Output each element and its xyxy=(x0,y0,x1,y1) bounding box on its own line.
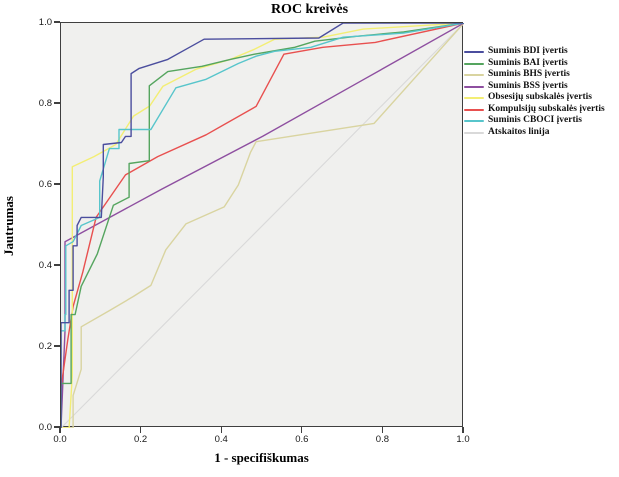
legend-item: Suminis CBOCI įvertis xyxy=(464,115,618,126)
x-tick-mark xyxy=(462,427,464,433)
legend-swatch-icon xyxy=(464,120,484,122)
legend-item-label: Suminis CBOCI įvertis xyxy=(488,115,582,125)
legend-swatch-icon xyxy=(464,131,484,134)
x-tick-label: 0.0 xyxy=(53,434,67,445)
x-tick-label: 0.2 xyxy=(133,434,148,445)
x-tick-mark xyxy=(381,427,384,433)
legend-item: Suminis BHS įvertis xyxy=(464,69,618,80)
y-axis-label: Jautrumas xyxy=(1,196,16,256)
legend-item-label: Suminis BDI įvertis xyxy=(488,46,568,56)
roc-curve xyxy=(61,23,464,428)
legend-item: Kompulsijų subskalės įvertis xyxy=(464,104,618,115)
y-tick-label: 1.0 xyxy=(38,16,52,28)
y-tick-mark xyxy=(54,426,60,428)
plot-area xyxy=(60,22,464,428)
roc-curve xyxy=(61,23,464,428)
x-axis-label: 1 - specifiškumas xyxy=(214,450,309,465)
roc-curve xyxy=(61,23,464,428)
y-tick-label: 0.6 xyxy=(38,178,52,190)
legend-swatch-icon xyxy=(464,85,484,88)
legend-swatch-icon xyxy=(464,108,484,111)
legend: Suminis BDI įvertis Suminis BAI įvertis Su… xyxy=(464,46,618,138)
y-tick-mark xyxy=(54,21,60,23)
legend-item-label: Suminis BAI įvertis xyxy=(488,57,568,68)
legend-swatch-icon xyxy=(464,97,484,99)
legend-item-label: Suminis BSS įvertis xyxy=(488,80,568,91)
legend-item-label: Obsesijų subskalės įvertis xyxy=(488,92,592,102)
roc-curves-svg xyxy=(61,23,464,428)
roc-curve xyxy=(61,23,464,428)
legend-item: Obsesijų subskalės įvertis xyxy=(464,92,618,103)
x-tick-mark xyxy=(139,427,142,433)
legend-item: Suminis BDI įvertis xyxy=(464,46,618,57)
roc-curve xyxy=(61,23,464,428)
y-tick-mark xyxy=(54,264,60,266)
x-tick-label: 1.0 xyxy=(456,434,470,445)
y-tick-mark xyxy=(54,345,60,347)
x-tick-label: 0.8 xyxy=(375,434,389,445)
legend-swatch-icon xyxy=(464,51,484,53)
y-tick-label: 0.8 xyxy=(38,97,52,109)
legend-swatch-icon xyxy=(464,62,484,65)
legend-item: Suminis BAI įvertis xyxy=(464,58,618,69)
legend-item-label: Kompulsijų subskalės įvertis xyxy=(488,103,605,114)
legend-item: Suminis BSS įvertis xyxy=(464,81,618,92)
x-tick-label: 0.4 xyxy=(214,434,228,445)
y-tick-label: 0.4 xyxy=(38,259,52,271)
x-tick-label: 0.6 xyxy=(295,434,309,445)
chart-title: ROC kreivės xyxy=(270,2,349,17)
x-tick-mark xyxy=(301,427,303,433)
y-tick-mark xyxy=(54,102,60,104)
x-tick-mark xyxy=(59,427,61,433)
roc-curve xyxy=(61,23,464,428)
legend-swatch-icon xyxy=(464,74,484,76)
x-tick-mark xyxy=(220,427,222,433)
y-tick-mark xyxy=(54,183,60,185)
y-tick-label: 0.0 xyxy=(38,421,52,433)
y-tick-label: 0.2 xyxy=(38,340,52,352)
legend-item-label: Atskaitos linija xyxy=(488,126,550,137)
legend-item-label: Suminis BHS įvertis xyxy=(488,69,570,79)
legend-item: Atskaitos linija xyxy=(464,127,618,138)
